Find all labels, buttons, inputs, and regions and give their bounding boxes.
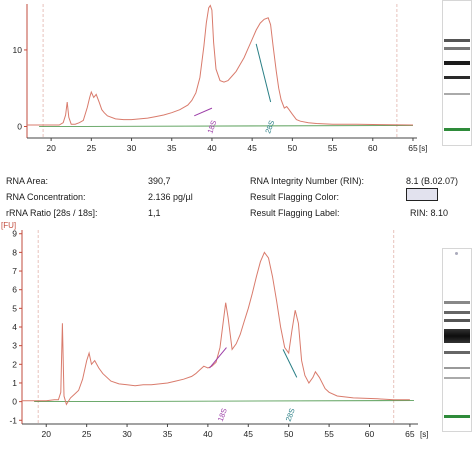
x-tick-label: 20 [46, 143, 56, 153]
rna-concentration-value: 2.136 pg/µl [148, 192, 193, 202]
rna-concentration-label: RNA Concentration: [6, 192, 86, 202]
x-tick-label: 45 [247, 143, 257, 153]
y-tick-label: 0 [12, 397, 17, 407]
gel-band-28s [444, 329, 470, 343]
y-tick-label: 1 [12, 378, 17, 388]
peak-label-28s: 28S [284, 407, 297, 423]
y-tick-label: 2 [12, 359, 17, 369]
x-unit-label: [s] [420, 430, 428, 439]
electropherogram-trace [22, 251, 410, 406]
electropherogram-trace [27, 4, 414, 126]
gel-marker-band [444, 415, 470, 418]
flagging-color-label: Result Flagging Color: [250, 192, 340, 202]
rrna-ratio-value: 1,1 [148, 208, 161, 218]
gel-band [444, 301, 470, 304]
x-tick-label: 55 [324, 429, 334, 439]
x-tick-label: 30 [127, 143, 137, 153]
baseline [39, 125, 413, 127]
rin-label: RNA Integrity Number (RIN): [250, 176, 365, 186]
peak-label-18s: 18S [205, 119, 218, 135]
rna-area-label: RNA Area: [6, 176, 49, 186]
rna-area-value: 390,7 [148, 176, 171, 186]
gel-band [444, 39, 470, 42]
gel-band [444, 93, 470, 95]
flagging-label-value: RIN: 8.10 [410, 208, 449, 218]
y-unit-label: [FU] [1, 221, 16, 230]
gel-band [444, 47, 470, 50]
x-tick-label: 40 [207, 143, 217, 153]
x-tick-label: 20 [42, 429, 52, 439]
x-tick-label: 60 [365, 429, 375, 439]
x-tick-label: 35 [167, 143, 177, 153]
y-tick-label: 9 [12, 229, 17, 239]
gel-band [444, 319, 470, 322]
well-icon [455, 252, 458, 255]
gel-lane-top [442, 0, 472, 146]
y-tick-label: 7 [12, 266, 17, 276]
y-tick-label: 6 [12, 285, 17, 295]
flagging-color-swatch [406, 188, 438, 201]
x-tick-label: 65 [408, 143, 418, 153]
y-tick-label: 10 [13, 45, 23, 55]
baseline [34, 400, 414, 403]
rin-value: 8.1 (B.02.07) [406, 176, 459, 186]
rrna-ratio-label: rRNA Ratio [28s / 18s]: [6, 208, 98, 218]
y-tick-label: -1 [9, 415, 17, 425]
peak-integration-line [194, 107, 213, 117]
y-tick-label: 4 [12, 322, 17, 332]
x-tick-label: 60 [368, 143, 378, 153]
peak-label-28s: 28S [263, 119, 276, 135]
flagging-label-label: Result Flagging Label: [250, 208, 340, 218]
x-unit-label: [s] [419, 144, 427, 153]
gel-band [444, 311, 470, 314]
x-tick-label: 45 [244, 429, 254, 439]
y-tick-label: 0 [17, 122, 22, 132]
peak-label-18s: 18S [216, 407, 229, 423]
x-tick-label: 40 [203, 429, 213, 439]
x-tick-label: 35 [163, 429, 173, 439]
x-tick-label: 25 [82, 429, 92, 439]
y-tick-label: 5 [12, 303, 17, 313]
gel-band-18s [444, 76, 470, 79]
y-tick-label: 3 [12, 341, 17, 351]
x-tick-label: 50 [284, 429, 294, 439]
x-tick-label: 65 [405, 429, 415, 439]
x-tick-label: 30 [122, 429, 132, 439]
gel-band [444, 377, 470, 379]
gel-marker-band [444, 128, 470, 131]
gel-band-28s [444, 61, 470, 65]
gel-band [444, 367, 470, 369]
peak-integration-line [255, 43, 272, 103]
sample-results-panel: RNA Area: 390,7 RNA Concentration: 2.136… [0, 170, 474, 222]
peak-integration-line [209, 347, 227, 369]
y-tick-label: 8 [12, 247, 17, 257]
gel-band-18s [444, 351, 470, 354]
gel-lane-bottom [442, 248, 472, 432]
peak-integration-line [282, 349, 298, 378]
x-tick-label: 55 [328, 143, 338, 153]
x-tick-label: 50 [288, 143, 298, 153]
x-tick-label: 25 [87, 143, 97, 153]
